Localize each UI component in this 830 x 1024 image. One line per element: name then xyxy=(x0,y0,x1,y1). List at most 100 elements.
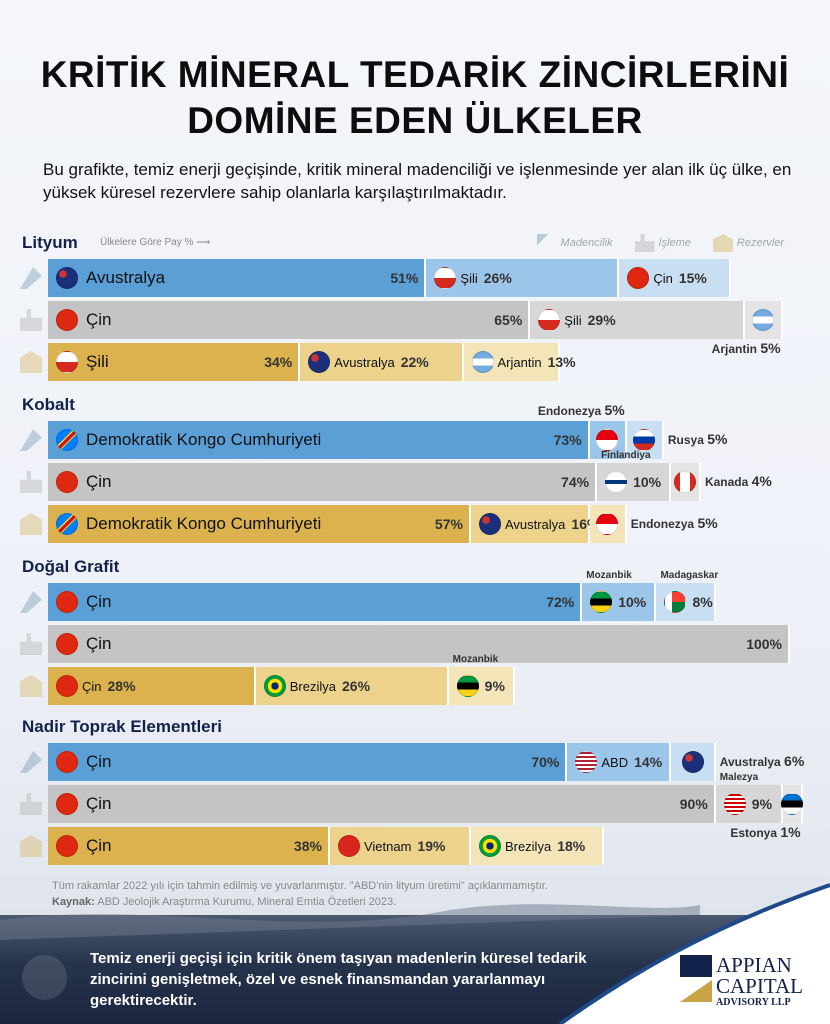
reserves-row: Şili 34% Avustralya 22% Arjantin 13% xyxy=(48,343,790,381)
flag-cl-icon xyxy=(538,309,561,331)
footnote: Tüm rakamlar 2022 yılı için tahmin edilm… xyxy=(52,878,548,910)
bar-segment: Çin 70% xyxy=(48,743,568,781)
country-label: Mozanbik xyxy=(452,654,499,665)
bar-segment: 9% Mozanbik xyxy=(448,654,516,705)
mining-row: Demokratik Kongo Cumhuriyeti 73% Endonezya… xyxy=(48,403,790,459)
flag-cn-icon xyxy=(56,633,78,655)
flag-cn-icon xyxy=(56,309,78,331)
reserves-icon xyxy=(20,675,42,697)
flag-cd-icon xyxy=(56,429,78,451)
bar-segment: Şili 34% xyxy=(48,343,301,381)
bar-segment: Demokratik Kongo Cumhuriyeti 73% xyxy=(48,421,590,459)
value-label: 74% xyxy=(561,474,590,490)
flag-mg-icon xyxy=(664,591,687,613)
bar-segment: 10% Mozanbik xyxy=(582,570,657,621)
value-label: 90% xyxy=(679,796,708,812)
value-label: 22% xyxy=(400,354,429,370)
country-label: Çin xyxy=(86,634,112,653)
processing-icon xyxy=(20,633,42,655)
value-label: 34% xyxy=(264,354,293,370)
country-label: Madagaskar xyxy=(660,570,719,581)
processing-icon xyxy=(20,309,42,331)
country-label: Demokratik Kongo Cumhuriyeti xyxy=(86,514,322,533)
value-label: 8% xyxy=(692,594,713,610)
factory-icon xyxy=(634,234,655,252)
flag-ca-icon xyxy=(674,471,697,493)
mining-icon xyxy=(20,429,42,451)
value-label: 9% xyxy=(484,678,505,694)
value-label: 19% xyxy=(417,838,446,854)
country-label: Arjantin xyxy=(497,354,542,370)
value-label: 18% xyxy=(557,838,586,854)
cloud-icon xyxy=(22,955,67,1000)
flag-cn-icon xyxy=(56,471,78,493)
country-label: ABD xyxy=(601,754,629,770)
country-label: Çin xyxy=(653,270,673,286)
legend-mining: Madencilik xyxy=(536,234,613,252)
processing-row: Çin 100% xyxy=(48,625,790,663)
value-label: 29% xyxy=(587,312,616,328)
bottom-text: Temiz enerji geçişi için kritik önem taş… xyxy=(90,950,587,1009)
mining-row: Çin 72% 10% Mozanbik 8% Madagaskar xyxy=(48,570,790,621)
bar-segment: Avustralya 51% xyxy=(48,259,427,297)
bar-segment: Avustralya 6% xyxy=(671,743,804,781)
outside-label: Arjantin 5% xyxy=(711,340,781,356)
appian-logo: APPIAN CAPITAL ADVISORY LLP xyxy=(680,953,810,1015)
processing-row: Çin 74% 10% Finlandiya Kanada 4% xyxy=(48,450,790,501)
country-label: Avustralya xyxy=(334,354,395,370)
section-title: Lityum xyxy=(22,233,78,252)
bar-segment: Çin 65% xyxy=(48,301,531,339)
value-label: 9% xyxy=(751,796,773,812)
country-label: Vietnam xyxy=(363,838,412,854)
bar-segment: Çin 72% xyxy=(48,583,583,621)
value-label: 38% xyxy=(293,838,322,854)
mining-row: Çin 70% ABD 14% Avustralya 6% xyxy=(48,743,804,781)
flag-vn-icon xyxy=(337,835,360,857)
value-label: 65% xyxy=(494,312,523,328)
value-label: 10% xyxy=(618,594,647,610)
bar-segment: Çin 15% xyxy=(619,259,731,297)
country-label: Demokratik Kongo Cumhuriyeti xyxy=(86,430,322,449)
bar-segment: Çin 100% xyxy=(48,625,790,663)
processing-icon xyxy=(20,471,42,493)
axis-note: Ülkelere Göre Pay % ⟶ xyxy=(100,237,211,248)
value-label: 26% xyxy=(342,678,371,694)
country-label: Malezya xyxy=(719,772,759,783)
country-label: Brezilya xyxy=(504,838,552,854)
flag-my-icon xyxy=(723,793,746,815)
bar-segment: Arjantin 13% xyxy=(463,343,576,381)
flag-cn-icon xyxy=(627,267,650,289)
flag-au-icon xyxy=(681,751,704,773)
flag-cl-icon xyxy=(434,267,457,289)
bar-segment: Vietnam 19% xyxy=(329,827,471,865)
country-label: Çin xyxy=(86,592,112,611)
outside-label: Kanada 4% xyxy=(704,473,772,489)
reserves-row: Çin 38% Vietnam 19% Brezilya 18% xyxy=(48,827,790,865)
country-label: Çin xyxy=(86,472,112,491)
mining-icon xyxy=(20,267,42,289)
value-label: 51% xyxy=(390,270,419,286)
bar-segment: Rusya 5% xyxy=(626,421,727,459)
mining-row: Avustralya 51% Şili 26% Çin 15% xyxy=(48,259,790,297)
mining-icon xyxy=(20,751,42,773)
value-label: 72% xyxy=(546,594,575,610)
flag-cn-icon xyxy=(56,835,78,857)
bar-segment: Endonezya 5% xyxy=(538,403,627,459)
section-title: Doğal Grafit xyxy=(22,557,120,576)
country-label: Çin xyxy=(82,678,102,694)
reserves-row: Çin 28% Brezilya 26% 9% Mozanbik xyxy=(48,654,790,705)
value-label: 15% xyxy=(678,270,707,286)
flag-cn-icon xyxy=(56,751,78,773)
flag-id-icon xyxy=(596,513,619,535)
bar-segment: 9% Malezya xyxy=(715,772,783,823)
flag-ee-icon xyxy=(780,793,803,815)
country-label: Şili xyxy=(460,270,478,286)
legend-reserves: Rezervler xyxy=(712,234,784,252)
reserves-icon xyxy=(20,351,42,373)
value-label: 73% xyxy=(553,432,582,448)
reserves-icon xyxy=(20,835,42,857)
flag-mz-icon xyxy=(590,591,613,613)
bar-segment: ABD 14% xyxy=(567,743,672,781)
value-label: 10% xyxy=(633,474,662,490)
country-label: Avustralya xyxy=(86,268,166,287)
